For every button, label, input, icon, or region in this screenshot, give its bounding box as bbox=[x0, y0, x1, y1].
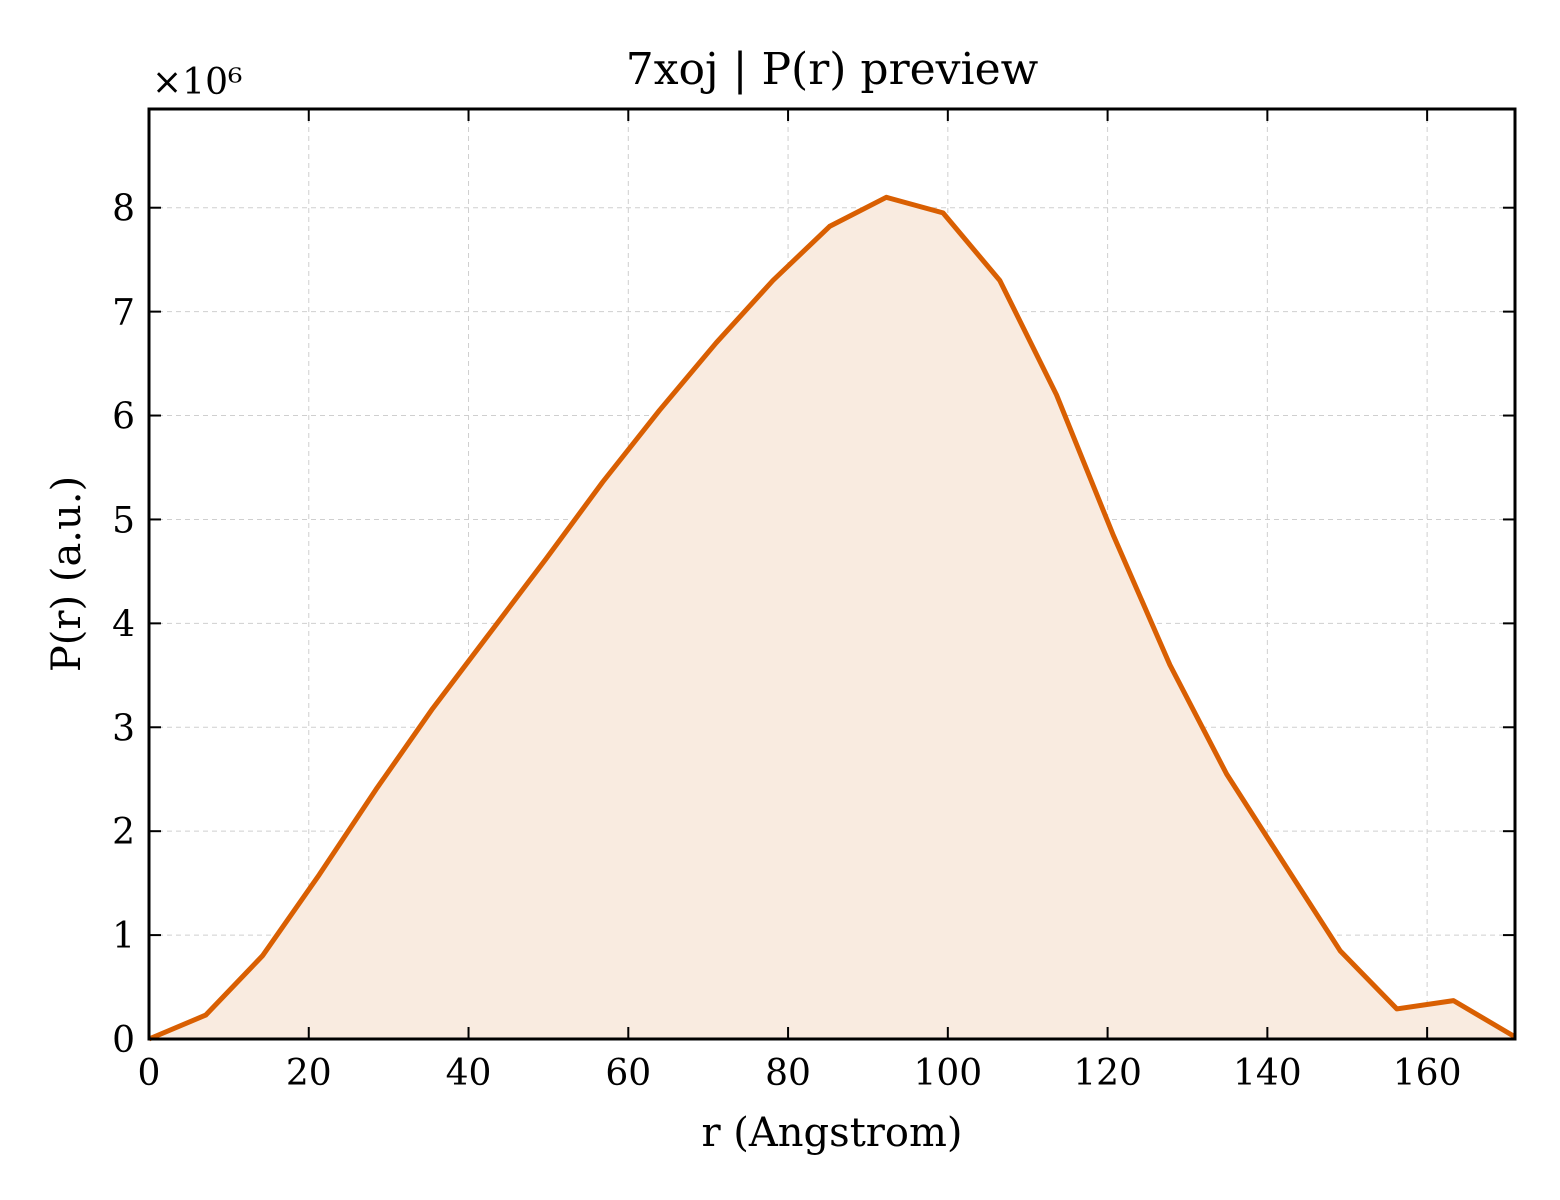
x-tick-label: 160 bbox=[1393, 1053, 1462, 1094]
y-offset-label: ×10⁶ bbox=[152, 62, 242, 103]
x-tick-label: 0 bbox=[138, 1053, 161, 1094]
plot-frame bbox=[147, 107, 1517, 1041]
x-tick-label: 120 bbox=[1073, 1053, 1142, 1094]
y-tick-label: 1 bbox=[112, 916, 135, 957]
x-tick-label: 140 bbox=[1233, 1053, 1302, 1094]
x-tick-label: 100 bbox=[913, 1053, 982, 1094]
y-axis-label: P(r) (a.u.) bbox=[44, 476, 90, 672]
chart-title: 7xoj | P(r) preview bbox=[626, 44, 1039, 95]
area-layer bbox=[148, 194, 1517, 1042]
y-tick-label: 0 bbox=[112, 1020, 135, 1061]
y-tick-label: 2 bbox=[112, 812, 135, 853]
y-tick-label: 5 bbox=[112, 500, 135, 541]
y-tick-label: 8 bbox=[112, 189, 135, 230]
y-tick-label: 7 bbox=[112, 293, 135, 334]
x-tick-label: 20 bbox=[286, 1053, 332, 1094]
pr-series-line bbox=[148, 194, 1517, 1042]
x-tick-label: 40 bbox=[446, 1053, 492, 1094]
y-tick-label: 4 bbox=[112, 604, 135, 645]
tick-labels: 0 20 40 60 80 100 120 140 160 0 1 2 3 4 5 6 7 8 bbox=[112, 189, 1461, 1094]
x-axis-label: r (Angstrom) bbox=[701, 1110, 962, 1156]
y-tick-label: 6 bbox=[112, 397, 135, 438]
pr-area-fill bbox=[149, 197, 1515, 1040]
x-tick-label: 60 bbox=[605, 1053, 651, 1094]
x-tick-label: 80 bbox=[765, 1053, 811, 1094]
y-tick-label: 3 bbox=[112, 708, 135, 749]
